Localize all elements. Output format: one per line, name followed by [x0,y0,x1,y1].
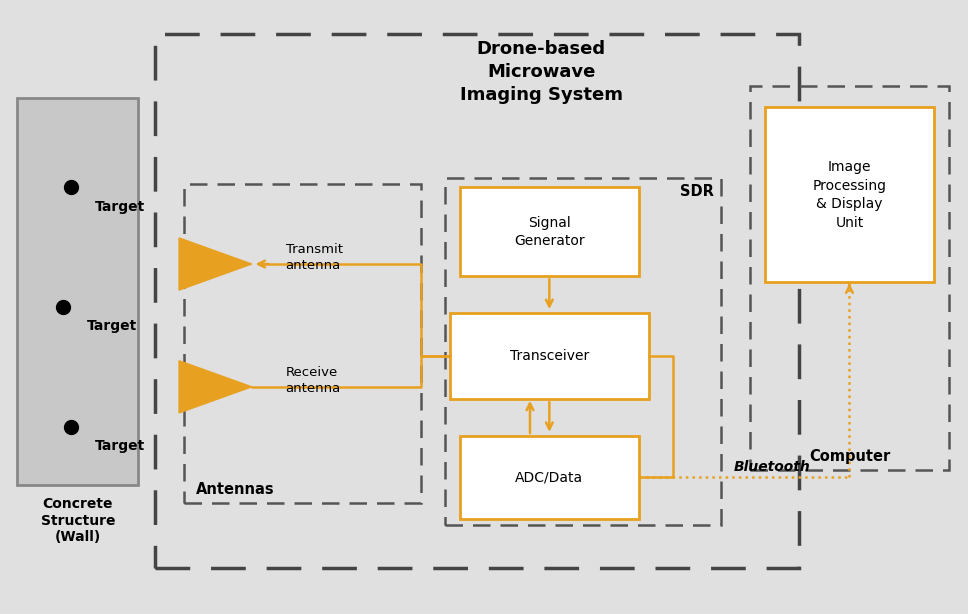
Bar [17,98,138,485]
Text: Signal
Generator: Signal Generator [514,216,585,248]
Text: Computer: Computer [809,449,890,464]
Bar [460,187,639,276]
Text: Transceiver: Transceiver [510,349,589,363]
Text: Bluetooth: Bluetooth [734,460,811,474]
Text: Image
Processing
& Display
Unit: Image Processing & Display Unit [812,160,887,230]
Text: Antennas: Antennas [196,483,274,497]
Text: Receive
antenna: Receive antenna [286,366,341,395]
Text: Concrete
Structure
(Wall): Concrete Structure (Wall) [41,497,115,544]
Bar [450,313,649,399]
Text: Target: Target [87,319,137,333]
Polygon shape [179,361,252,413]
Text: Target: Target [95,439,145,453]
Text: Transmit
antenna: Transmit antenna [286,243,343,273]
Text: SDR: SDR [680,184,713,199]
Bar [765,107,934,282]
Polygon shape [179,238,252,290]
Text: ADC/Data: ADC/Data [515,470,584,484]
Bar [460,436,639,519]
Text: Drone-based
Microwave
Imaging System: Drone-based Microwave Imaging System [460,40,622,104]
Text: Target: Target [95,200,145,214]
